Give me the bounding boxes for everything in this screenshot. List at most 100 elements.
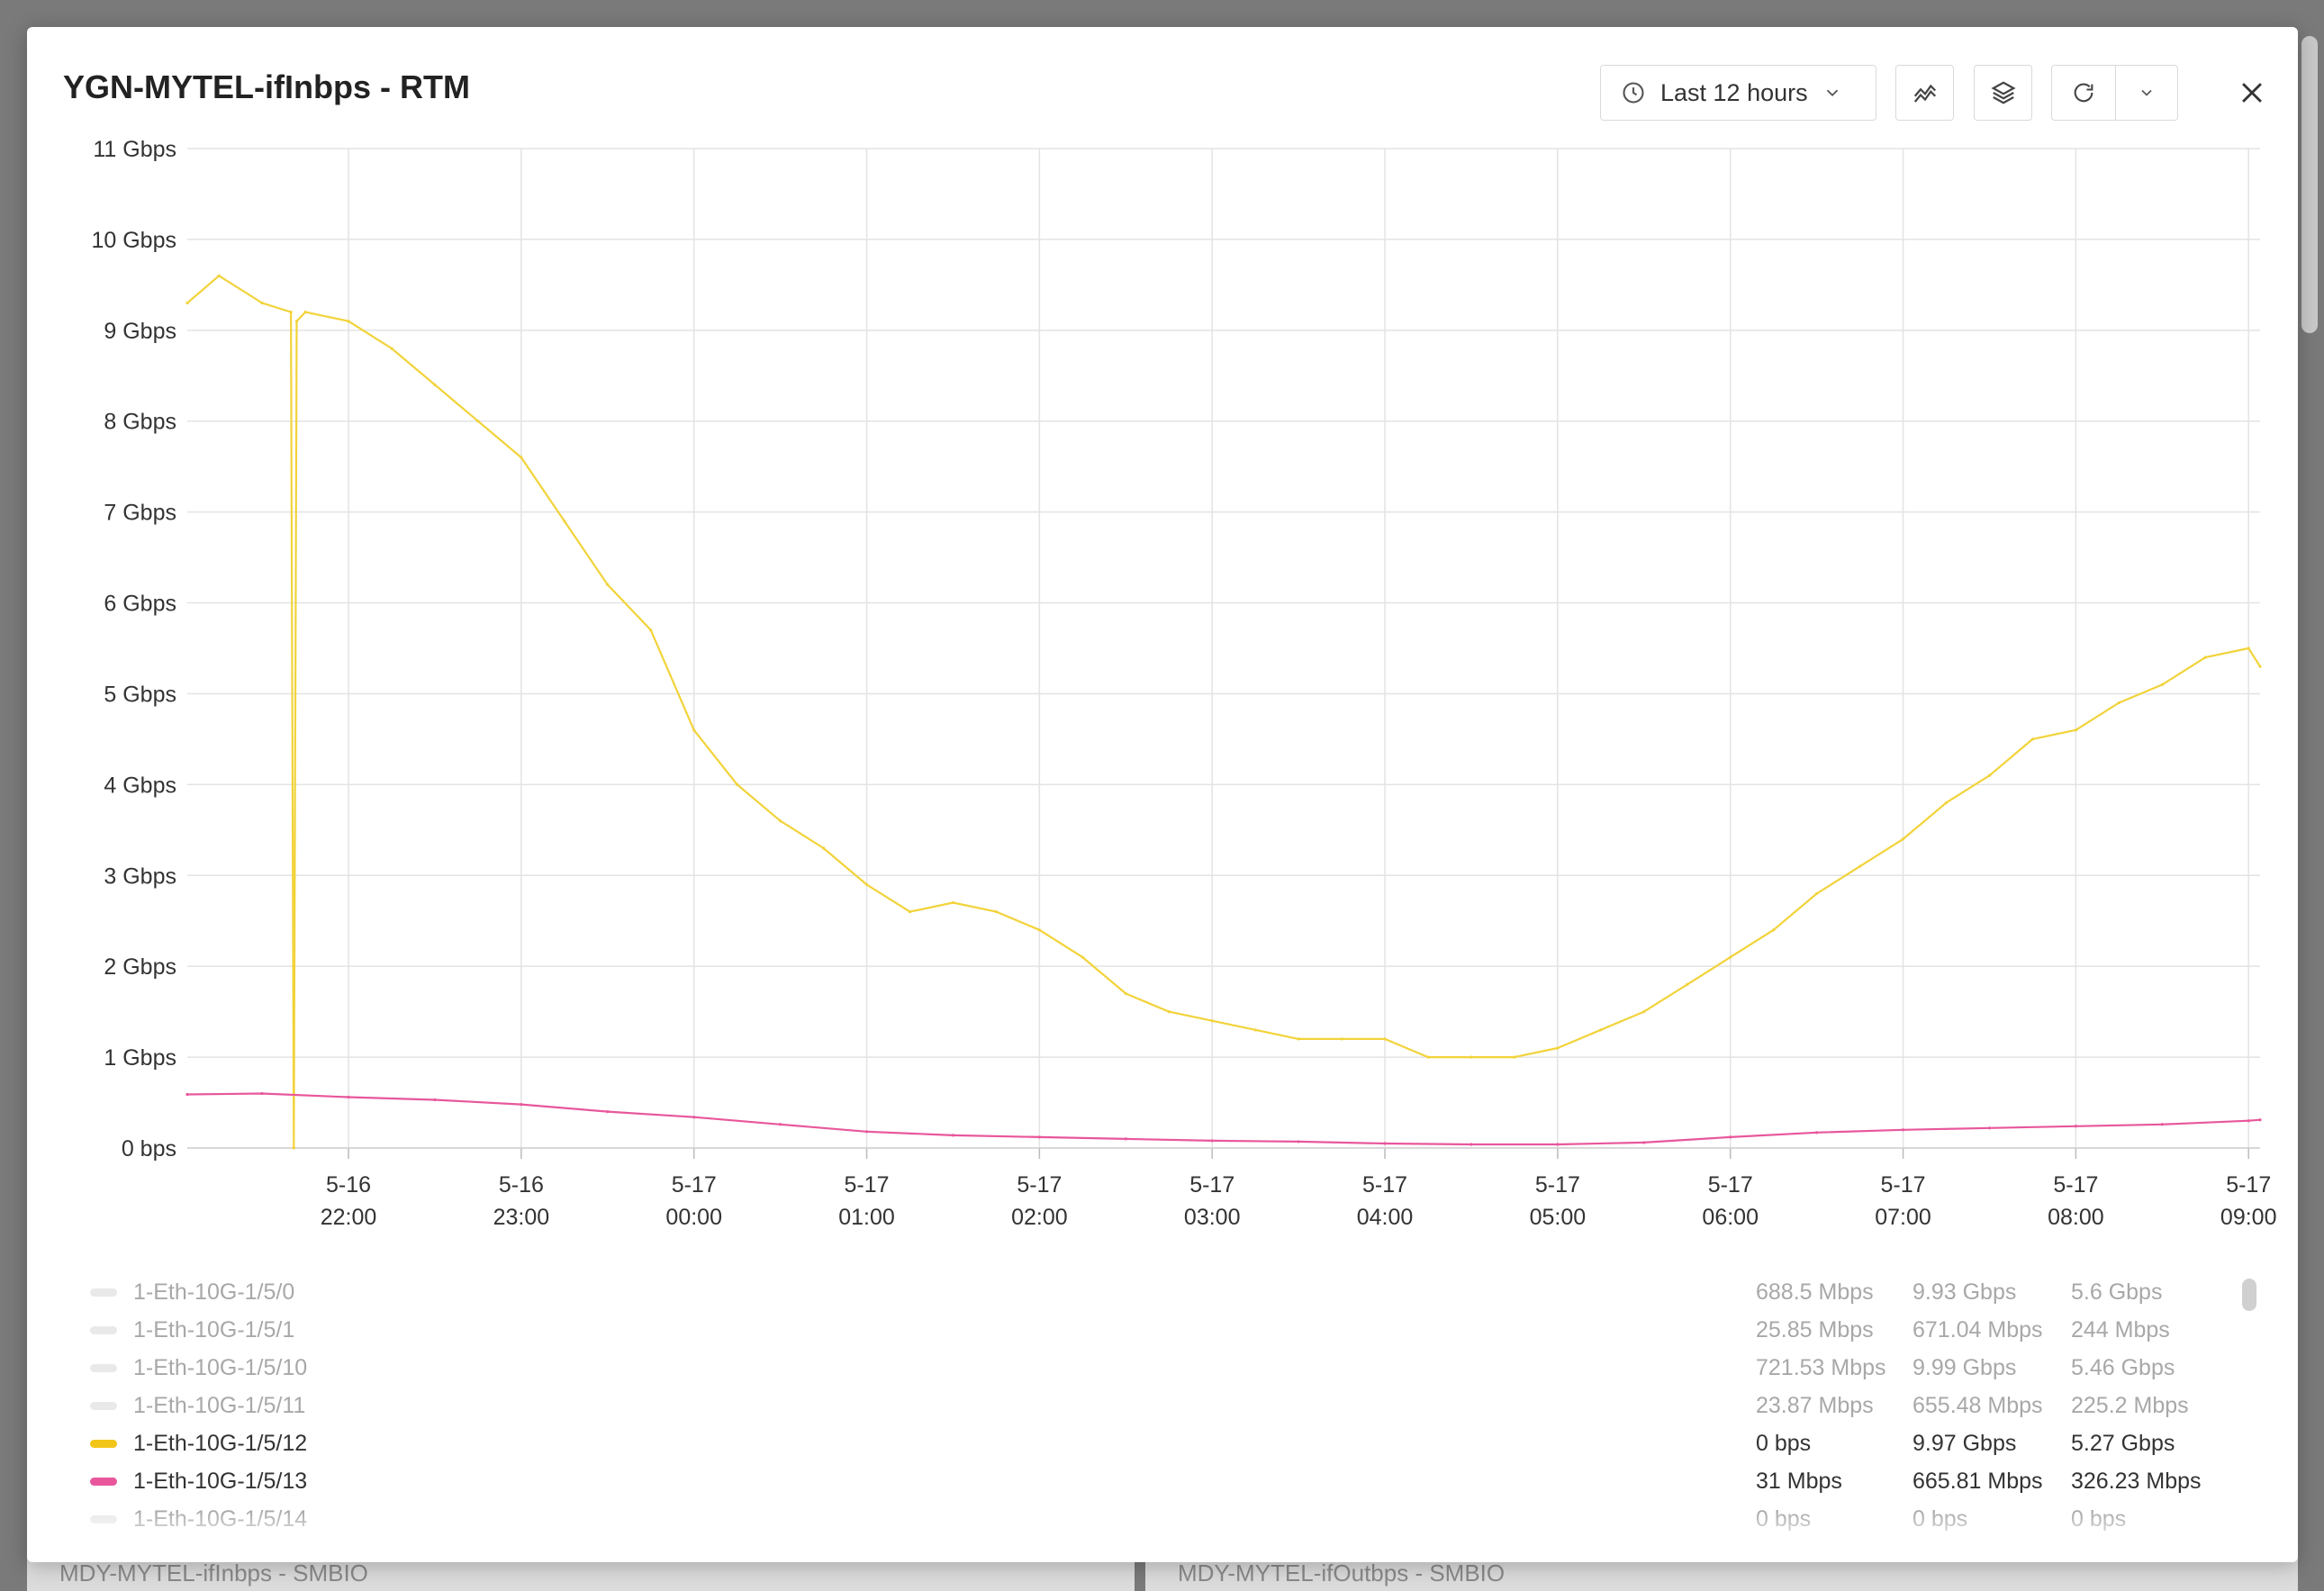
data-point: [2030, 737, 2035, 741]
y-tick-label: 1 Gbps: [104, 1045, 176, 1071]
data-point: [779, 1123, 782, 1126]
data-point: [1210, 1019, 1214, 1023]
x-tick-time: 03:00: [1184, 1205, 1241, 1230]
data-point: [217, 274, 221, 277]
data-point: [2247, 1119, 2250, 1123]
chart-grid: [187, 148, 2260, 1149]
data-point: [1599, 1028, 1603, 1032]
data-point: [2203, 655, 2207, 659]
legend-value-1: 0 bps: [1756, 1431, 1812, 1456]
x-tick-date: 5-17: [845, 1172, 890, 1198]
legend-row[interactable]: 1-Eth-10G-1/5/0 688.5 Mbps 9.93 Gbps 5.6 Gb…: [27, 1274, 2298, 1310]
legend-value-3: 326.23 Mbps: [2071, 1469, 2202, 1494]
data-point: [185, 1092, 189, 1097]
legend-value-1: 23.87 Mbps: [1756, 1393, 1874, 1418]
data-point: [1642, 1141, 1646, 1144]
data-point: [1944, 800, 1949, 805]
y-tick-label: 9 Gbps: [104, 319, 176, 344]
x-tick-date: 5-17: [1708, 1172, 1753, 1198]
data-point: [347, 320, 350, 323]
legend-series-name: 1-Eth-10G-1/5/12: [133, 1431, 308, 1456]
legend-row[interactable]: 1-Eth-10G-1/5/10 721.53 Mbps 9.99 Gbps 5.46…: [27, 1350, 2298, 1386]
chart-mode-button[interactable]: [1895, 65, 1954, 121]
data-point: [951, 1134, 955, 1137]
data-point: [1297, 1140, 1300, 1144]
data-point: [1987, 1126, 1992, 1130]
legend-scrollbar[interactable]: [2242, 1279, 2256, 1311]
data-point: [1124, 1137, 1127, 1141]
data-point: [736, 782, 739, 786]
data-point: [2117, 701, 2121, 705]
data-point: [1556, 1046, 1560, 1050]
modal-title: YGN-MYTEL-ifInbps - RTM: [63, 68, 470, 105]
refresh-interval-dropdown[interactable]: [2115, 65, 2178, 121]
data-point: [864, 882, 869, 886]
legend-value-1: 25.85 Mbps: [1756, 1317, 1874, 1342]
data-point: [1469, 1143, 1473, 1146]
data-point: [994, 910, 999, 914]
data-point: [292, 1146, 295, 1150]
x-tick-time: 07:00: [1875, 1205, 1931, 1230]
data-point: [289, 311, 293, 314]
x-tick-date: 5-16: [499, 1172, 544, 1198]
data-point: [2247, 646, 2250, 650]
series-line-1: [186, 275, 2261, 1150]
data-point: [2258, 1118, 2262, 1122]
x-tick-time: 04:00: [1357, 1205, 1414, 1230]
y-tick-label: 4 Gbps: [104, 773, 176, 798]
legend-value-2: 671.04 Mbps: [1913, 1317, 2043, 1342]
page-scrollbar[interactable]: [2301, 36, 2318, 333]
data-point: [1340, 1037, 1343, 1041]
data-point: [185, 301, 189, 305]
legend-series-name: 1-Eth-10G-1/5/11: [133, 1393, 306, 1418]
data-point: [1686, 982, 1689, 986]
data-point: [1124, 991, 1127, 996]
series-line-2: [186, 1092, 2261, 1146]
close-button[interactable]: [2229, 72, 2274, 117]
time-range-dropdown[interactable]: Last 12 hours: [1600, 65, 1876, 121]
legend-value-2: 665.81 Mbps: [1913, 1469, 2043, 1494]
data-point: [2074, 728, 2077, 732]
x-tick-time: 06:00: [1702, 1205, 1759, 1230]
y-tick-label: 11 Gbps: [93, 137, 176, 162]
data-point: [779, 819, 782, 823]
data-point: [1858, 864, 1862, 868]
data-point: [1815, 1131, 1819, 1134]
time-range-label: Last 12 hours: [1660, 78, 1808, 106]
x-tick-time: 05:00: [1530, 1205, 1587, 1230]
refresh-button[interactable]: [2051, 65, 2116, 121]
legend-row[interactable]: 1-Eth-10G-1/5/13 31 Mbps 665.81 Mbps 326.23…: [27, 1463, 2298, 1499]
legend-row[interactable]: 1-Eth-10G-1/5/12 0 bps 9.97 Gbps 5.27 Gbps: [27, 1425, 2298, 1461]
data-point: [951, 900, 955, 905]
legend-value-1: 688.5 Mbps: [1756, 1279, 1874, 1305]
data-point: [1037, 928, 1041, 932]
data-point: [864, 1130, 869, 1134]
x-tick-date: 5-16: [326, 1172, 371, 1198]
data-point: [260, 1091, 264, 1096]
legend-series-name: 1-Eth-10G-1/5/13: [133, 1469, 308, 1494]
data-point: [1901, 1128, 1905, 1132]
x-tick-time: 22:00: [321, 1205, 377, 1230]
chart-compare-icon: [1912, 79, 1939, 106]
x-tick-time: 09:00: [2220, 1205, 2277, 1230]
layers-button[interactable]: [1974, 65, 2032, 121]
data-point: [1729, 955, 1732, 959]
y-axis: 0 bps 1 Gbps 2 Gbps 3 Gbps 4 Gbps 5 Gbps 6 Gbp…: [91, 137, 176, 1162]
chevron-down-icon: [2138, 84, 2156, 102]
data-point: [1556, 1143, 1560, 1146]
data-point: [1772, 928, 1776, 932]
data-point: [1815, 891, 1819, 896]
x-tick-date: 5-17: [1362, 1172, 1407, 1198]
x-tick-time: 01:00: [838, 1205, 895, 1230]
x-tick-date: 5-17: [672, 1172, 717, 1198]
legend-value-1: 31 Mbps: [1756, 1469, 1842, 1494]
legend-row[interactable]: 1-Eth-10G-1/5/11 23.87 Mbps 655.48 Mbps 225…: [27, 1388, 2298, 1424]
data-point: [520, 456, 523, 459]
data-point: [390, 347, 393, 350]
y-tick-label: 2 Gbps: [104, 954, 176, 980]
data-point: [1901, 837, 1905, 841]
legend-row[interactable]: 1-Eth-10G-1/5/1 25.85 Mbps 671.04 Mbps 244 …: [27, 1312, 2298, 1348]
data-point: [476, 420, 480, 423]
legend-series-name: 1-Eth-10G-1/5/10: [133, 1355, 308, 1380]
legend-swatch: [90, 1440, 117, 1448]
